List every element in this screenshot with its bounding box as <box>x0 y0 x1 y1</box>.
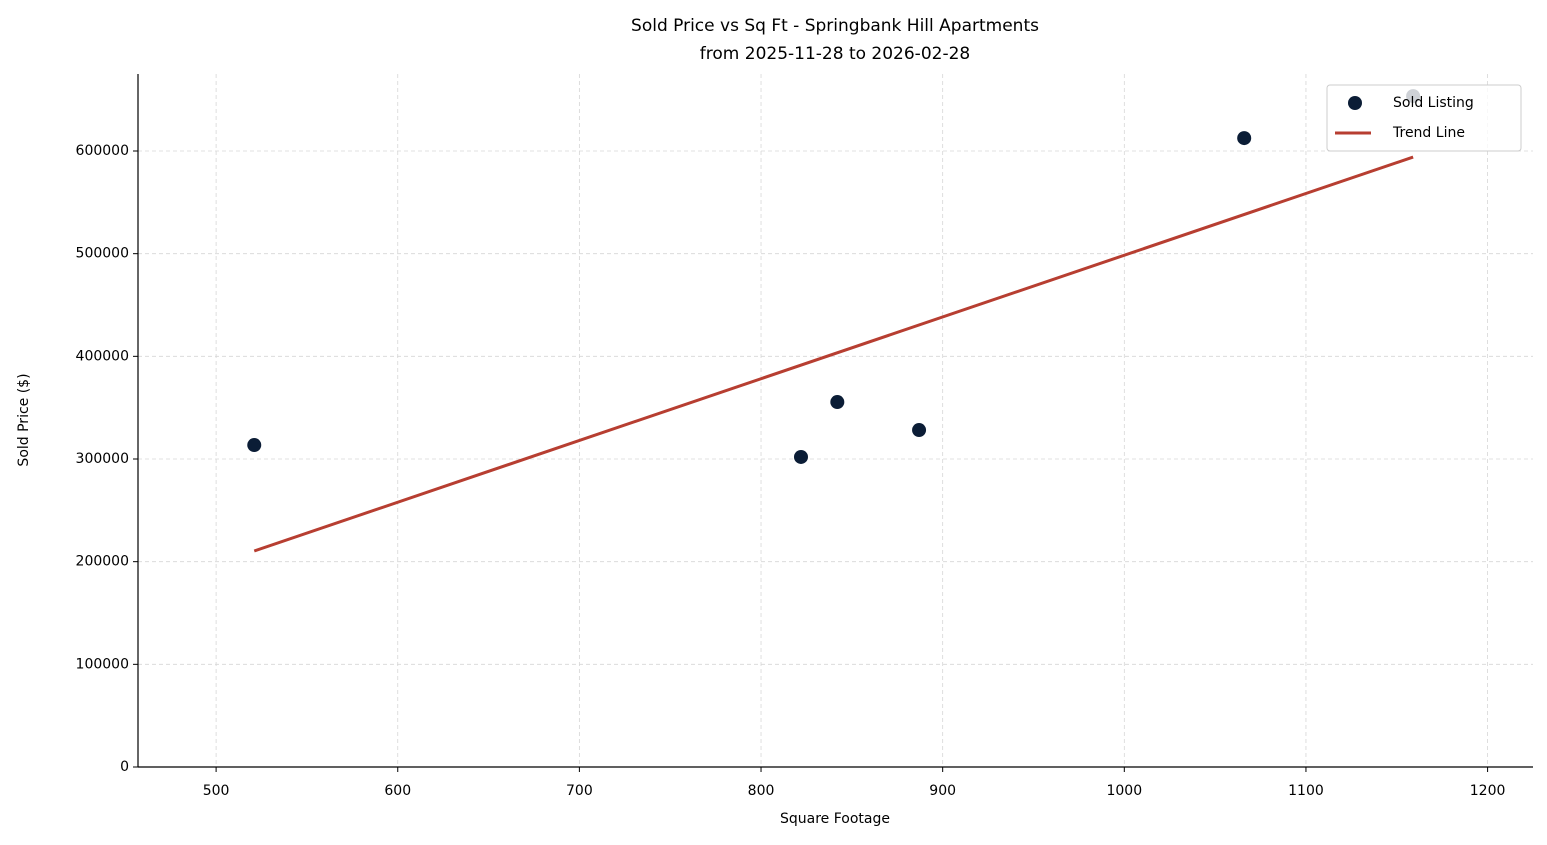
x-tick-label: 1200 <box>1470 783 1506 799</box>
y-tick-label: 200000 <box>76 554 129 570</box>
y-tick-label: 400000 <box>76 348 129 364</box>
legend-label: Sold Listing <box>1393 95 1474 111</box>
y-tick-label: 100000 <box>76 656 129 672</box>
chart-subtitle: from 2025-11-28 to 2026-02-28 <box>700 44 970 64</box>
legend-box <box>1326 84 1522 152</box>
x-tick-label: 1000 <box>1106 783 1142 799</box>
x-tick-label: 900 <box>929 783 956 799</box>
y-tick-label: 600000 <box>76 143 129 159</box>
y-tick-label: 300000 <box>76 451 129 467</box>
x-tick-label: 500 <box>203 783 230 799</box>
y-tick-label: 0 <box>120 759 129 775</box>
x-tick-label: 1100 <box>1288 783 1324 799</box>
x-axis-label: Square Footage <box>780 811 890 827</box>
data-point <box>912 423 927 438</box>
y-tick-label: 500000 <box>76 246 129 262</box>
y-axis-label: Sold Price ($) <box>16 373 32 466</box>
legend-label: Trend Line <box>1392 125 1465 141</box>
chart-title: Sold Price vs Sq Ft - Springbank Hill Ap… <box>631 16 1039 36</box>
data-point <box>793 449 808 464</box>
x-tick-label: 800 <box>748 783 775 799</box>
data-point <box>247 438 262 453</box>
data-point <box>1237 131 1252 146</box>
data-point <box>830 395 845 410</box>
x-tick-label: 600 <box>384 783 411 799</box>
trend-line <box>253 155 1414 553</box>
legend-marker <box>1348 96 1362 110</box>
x-tick-label: 700 <box>566 783 593 799</box>
